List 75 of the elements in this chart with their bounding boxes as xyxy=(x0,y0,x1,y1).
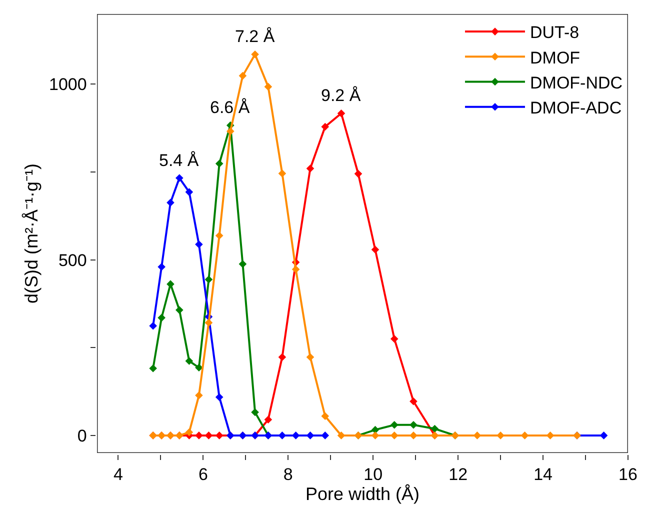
point xyxy=(278,432,286,440)
point xyxy=(264,416,272,424)
x-tick-label: 6 xyxy=(198,465,208,484)
point xyxy=(149,322,157,330)
point xyxy=(195,364,203,372)
point xyxy=(166,280,174,288)
point xyxy=(176,306,184,314)
point xyxy=(410,421,418,429)
point xyxy=(215,393,224,402)
point xyxy=(321,122,330,131)
y-axis-title: d(S)d (m²·Å⁻¹·g⁻¹) xyxy=(22,164,42,304)
point xyxy=(390,334,398,343)
point xyxy=(410,397,418,406)
legend-label: DMOF xyxy=(530,48,580,68)
point xyxy=(158,262,166,271)
x-axis-title: Pore width (Å) xyxy=(305,484,420,504)
point xyxy=(195,392,203,400)
point xyxy=(496,432,504,440)
point xyxy=(264,82,272,91)
y-tick-label: 0 xyxy=(77,426,87,446)
annotation: 9.2 Å xyxy=(321,86,362,105)
point xyxy=(371,432,380,440)
legend-label: DMOF-NDC xyxy=(530,73,623,92)
point xyxy=(215,232,224,240)
point xyxy=(354,170,362,178)
point xyxy=(251,408,259,416)
point xyxy=(278,353,286,362)
x-tick-label: 10 xyxy=(364,465,383,484)
point xyxy=(600,432,608,440)
point xyxy=(306,432,314,440)
point xyxy=(251,50,259,58)
point xyxy=(204,432,213,440)
point xyxy=(204,276,213,284)
y-tick-label: 1000 xyxy=(49,75,87,94)
annotation: 6.6 Å xyxy=(210,98,250,117)
point xyxy=(158,314,166,322)
point xyxy=(238,72,247,80)
x-tick-label: 14 xyxy=(534,465,552,484)
point xyxy=(204,318,213,327)
point xyxy=(390,421,398,429)
point xyxy=(149,364,157,372)
point xyxy=(546,432,554,440)
point xyxy=(176,174,184,182)
point xyxy=(306,164,314,172)
point xyxy=(410,432,418,440)
point xyxy=(238,260,247,268)
point xyxy=(337,432,346,440)
x-tick-label: 4 xyxy=(114,465,123,484)
point xyxy=(321,432,330,440)
point xyxy=(185,428,194,436)
point xyxy=(306,353,314,362)
x-tick-label: 16 xyxy=(618,465,638,484)
x-tick-label: 8 xyxy=(283,465,293,484)
point xyxy=(292,265,300,274)
point xyxy=(278,170,286,178)
point xyxy=(371,246,380,254)
annotation: 5.4 Å xyxy=(159,151,200,170)
legend-label: DUT-8 xyxy=(530,23,580,42)
point xyxy=(166,198,174,206)
point xyxy=(337,109,346,118)
point xyxy=(215,160,224,168)
point xyxy=(226,127,234,136)
point xyxy=(430,424,439,433)
legend-label: DMOF-ADC xyxy=(530,98,622,118)
point xyxy=(520,432,529,440)
annotation: 7.2 Å xyxy=(235,27,276,46)
point xyxy=(185,357,194,365)
point xyxy=(292,432,300,440)
point xyxy=(195,240,203,248)
x-tick-label: 12 xyxy=(448,465,468,484)
point xyxy=(185,188,194,196)
point xyxy=(321,412,330,420)
y-tick-label: 500 xyxy=(58,250,87,270)
point xyxy=(195,432,203,440)
point xyxy=(473,432,482,440)
